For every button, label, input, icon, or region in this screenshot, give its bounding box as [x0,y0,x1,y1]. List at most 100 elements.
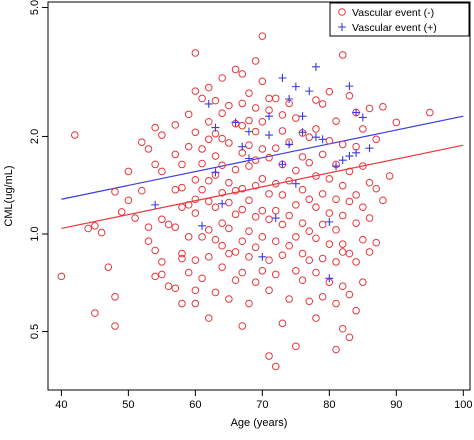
point-vascular-event-negative-116 [251,243,260,252]
point-vascular-event-negative-46 [191,299,200,308]
point-vascular-event-positive-30 [345,82,354,91]
point-vascular-event-positive-0 [151,200,160,209]
point-vascular-event-negative-49 [191,209,200,217]
point-vascular-event-negative-238 [392,118,401,127]
point-vascular-event-negative-237 [385,172,394,180]
point-vascular-event-negative-169 [298,153,307,161]
point-vascular-event-negative-181 [312,172,320,180]
point-vascular-event-negative-59 [198,145,206,153]
point-vascular-event-negative-171 [305,297,314,306]
point-vascular-event-negative-215 [345,167,354,176]
point-vascular-event-negative-4 [91,221,99,230]
point-vascular-event-negative-38 [178,203,186,211]
point-vascular-event-negative-23 [158,270,166,279]
point-vascular-event-negative-119 [251,156,260,164]
point-vascular-event-negative-47 [191,286,200,295]
point-vascular-event-negative-98 [238,322,247,330]
point-vascular-event-negative-156 [285,176,293,185]
point-vascular-event-negative-182 [312,125,320,133]
x-tick-label-60: 60 [189,399,201,411]
point-vascular-event-positive-27 [325,274,334,283]
legend-marker-vascular-event-positive [338,23,346,31]
point-vascular-event-negative-94 [231,186,240,195]
x-tick-label-40: 40 [55,399,67,411]
legend-label-vascular-event-positive: Vascular event (+) [352,22,437,34]
point-vascular-event-negative-138 [265,94,273,103]
point-vascular-event-positive-26 [325,217,334,226]
point-vascular-event-negative-152 [278,111,287,119]
point-vascular-event-negative-183 [312,96,320,104]
point-vascular-event-negative-223 [359,278,367,286]
point-vascular-event-positive-15 [278,160,287,169]
point-vascular-event-negative-42 [184,233,193,241]
point-vascular-event-negative-205 [338,248,347,256]
trend-line-vascular-event-positive [61,115,464,200]
x-tick-label-70: 70 [256,399,268,411]
plot-frame [47,1,471,391]
point-vascular-event-negative-35 [178,254,186,263]
point-vascular-event-negative-189 [318,100,327,108]
point-vascular-event-negative-142 [271,206,280,215]
point-vascular-event-negative-118 [251,181,260,190]
point-vascular-event-negative-166 [298,249,307,258]
point-vascular-event-negative-193 [325,175,334,183]
point-vascular-event-negative-15 [137,138,146,147]
point-vascular-event-negative-194 [325,136,334,145]
x-tick-label-50: 50 [122,399,134,411]
point-vascular-event-negative-68 [204,83,213,92]
point-vascular-event-negative-131 [265,352,273,360]
y-axis-title: CML(ug/mL) [3,165,15,226]
point-vascular-event-negative-52 [191,128,200,137]
point-vascular-event-negative-176 [305,133,314,141]
point-vascular-event-positive-10 [258,252,267,261]
point-vascular-event-negative-177 [312,314,320,322]
point-vascular-event-negative-67 [204,117,213,126]
point-vascular-event-negative-53 [191,87,200,95]
point-vascular-event-negative-105 [238,99,247,108]
point-vascular-event-negative-197 [332,299,340,308]
point-vascular-event-negative-188 [318,150,327,159]
point-vascular-event-negative-0 [57,272,66,281]
point-vascular-event-negative-1 [70,131,79,139]
point-vascular-event-negative-50 [191,195,200,204]
point-vascular-event-negative-58 [198,159,206,168]
point-vascular-event-negative-143 [271,179,280,188]
point-vascular-event-negative-133 [265,256,273,265]
point-vascular-event-negative-65 [204,176,213,185]
point-vascular-event-negative-219 [352,219,360,227]
point-vascular-event-positive-11 [265,131,274,140]
point-vascular-event-negative-83 [218,74,226,82]
point-vascular-event-negative-126 [258,175,267,183]
point-vascular-event-negative-231 [365,104,374,113]
point-vascular-event-positive-9 [244,127,253,136]
point-vascular-event-negative-40 [178,160,186,169]
point-vascular-event-negative-202 [332,117,340,125]
point-vascular-event-negative-134 [265,215,273,224]
point-vascular-event-negative-196 [332,345,340,354]
point-vascular-event-negative-236 [379,102,387,111]
y-tick-label-0: 0.5 [29,324,41,339]
point-vascular-event-negative-76 [218,263,226,271]
point-vascular-event-negative-71 [211,203,220,211]
point-vascular-event-negative-92 [231,248,240,256]
point-vascular-event-positive-16 [285,94,294,103]
point-vascular-event-negative-104 [238,121,247,130]
point-vascular-event-negative-162 [292,201,300,209]
point-vascular-event-negative-160 [292,266,300,275]
point-vascular-event-negative-130 [258,32,267,40]
point-vascular-event-positive-28 [332,162,341,171]
point-vascular-event-positive-17 [285,140,294,149]
point-vascular-event-negative-81 [218,134,226,143]
point-vascular-event-negative-90 [225,101,233,110]
point-vascular-event-negative-217 [352,306,360,315]
point-vascular-event-negative-79 [218,189,226,197]
point-vascular-event-negative-163 [292,166,300,175]
point-vascular-event-negative-75 [211,96,220,105]
point-vascular-event-negative-125 [258,206,267,215]
point-vascular-event-negative-135 [265,190,273,198]
point-vascular-event-negative-226 [359,162,367,170]
point-vascular-event-negative-78 [218,219,226,227]
point-vascular-event-positive-18 [291,82,300,91]
point-vascular-event-negative-61 [204,314,213,322]
point-vascular-event-negative-124 [258,233,267,241]
